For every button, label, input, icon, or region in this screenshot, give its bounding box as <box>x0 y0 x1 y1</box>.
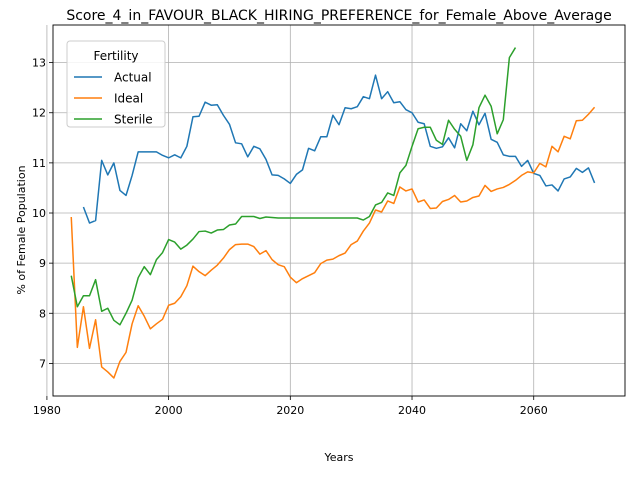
legend: Fertility Actual Ideal Sterile <box>66 40 166 128</box>
legend-label-ideal: Ideal <box>114 92 143 106</box>
series-lines <box>70 47 596 379</box>
chart-title: Score_4_in_FAVOUR_BLACK_HIRING_PREFERENC… <box>66 8 611 24</box>
y-tick-label: 11 <box>32 157 46 170</box>
x-tick-label: 2020 <box>276 404 304 417</box>
y-tick-label: 7 <box>39 357 46 370</box>
legend-title: Fertility <box>93 49 138 63</box>
legend-label-sterile: Sterile <box>114 113 153 127</box>
series-line-sterile <box>70 47 517 326</box>
x-tick-label: 1980 <box>33 404 61 417</box>
y-tick-label: 13 <box>32 57 46 70</box>
x-tick-label: 2000 <box>155 404 183 417</box>
x-tick-label: 2040 <box>398 404 426 417</box>
y-tick-label: 12 <box>32 107 46 120</box>
y-axis-ticks: 7 8 9 10 11 12 13 <box>32 57 53 370</box>
series-line-actual <box>82 74 596 224</box>
y-tick-label: 10 <box>32 207 46 220</box>
legend-entries: Actual Ideal Sterile <box>74 71 153 127</box>
series-line-ideal <box>70 106 596 379</box>
x-tick-label: 2060 <box>520 404 548 417</box>
legend-box <box>66 40 166 128</box>
legend-label-actual: Actual <box>114 71 152 85</box>
x-axis-label: Years <box>323 451 353 464</box>
y-axis-label: % of Female Population <box>15 165 28 294</box>
plot-frame <box>52 24 626 397</box>
y-tick-label: 8 <box>39 307 46 320</box>
x-axis-ticks: 1980 2000 2020 2040 2060 <box>33 396 548 417</box>
grid <box>46 25 625 396</box>
y-tick-label: 9 <box>39 257 46 270</box>
